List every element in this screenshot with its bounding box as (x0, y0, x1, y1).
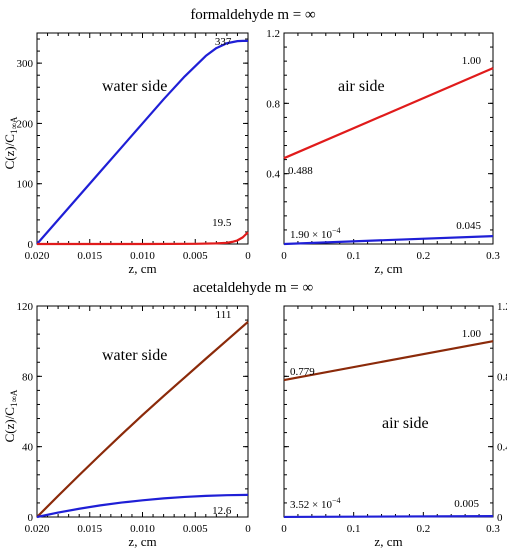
x-tick-label: 0.010 (130, 250, 155, 262)
region-label: water side (102, 347, 167, 364)
y-tick-label: 120 (17, 301, 34, 313)
title-bottom: acetaldehyde m = ∞ (193, 280, 313, 296)
y-axis-label-main: C(z)/C (2, 407, 17, 442)
y-tick-label: 0 (28, 239, 34, 251)
y-tick-label: 0.8 (497, 371, 507, 383)
x-tick-label: 0 (245, 523, 251, 535)
y-tick-label: 0.4 (497, 442, 507, 454)
y-axis-label-main: C(z)/C (2, 134, 17, 169)
value-annotation: 0.045 (456, 220, 481, 232)
x-tick-label: 0.3 (486, 523, 500, 535)
x-tick-label: 0.3 (486, 250, 500, 262)
x-tick-label: 0.020 (25, 523, 50, 535)
value-annotation: 19.5 (212, 217, 232, 229)
series-line-1 (36, 320, 249, 518)
x-tick-label: 0.2 (416, 523, 430, 535)
y-tick-label: 80 (22, 371, 34, 383)
x-axis-label: z, cm (128, 534, 156, 549)
series-line-2 (36, 493, 249, 519)
x-axis-label: z, cm (128, 261, 156, 276)
y-axis-label-bottom: C(z)/C1∞A (2, 389, 19, 442)
series-line-1 (283, 340, 494, 382)
value-annotation: 0.005 (454, 498, 479, 510)
annotation-exponent: −4 (332, 496, 341, 505)
panel-acetaldehyde-water: 0.020 0.015 0.010 0.005 0 0 40 80 120 z, cm water … (17, 301, 252, 549)
x-tick-label: 0 (245, 250, 251, 262)
series-line-2 (37, 231, 249, 246)
annotation-base: 3.52 × 10 (290, 499, 332, 511)
y-tick-label: 0 (28, 512, 34, 524)
value-annotation: 111 (216, 309, 232, 321)
panels: 0.020 0.015 0.010 0.005 0 0 100 200 300 z, cm wate… (17, 28, 507, 549)
x-axis-label: z, cm (374, 261, 402, 276)
region-label: water side (102, 78, 167, 95)
series-line-2 (283, 515, 494, 519)
x-tick-label: 0.020 (25, 250, 50, 262)
x-tick-label: 0.015 (77, 250, 102, 262)
x-tick-label: 0.2 (416, 250, 430, 262)
plot-frame (36, 32, 249, 245)
y-tick-label: 100 (17, 179, 34, 191)
x-tick-label: 0.005 (183, 250, 208, 262)
region-label: air side (338, 78, 385, 95)
y-axis-label-sub: 1∞A (9, 116, 19, 134)
x-tick-label: 0.1 (347, 523, 361, 535)
plot-frame (283, 32, 494, 245)
value-annotation: 1.00 (462, 328, 482, 340)
annotation-exponent: −4 (332, 226, 341, 235)
y-tick-label: 200 (17, 118, 34, 130)
y-axis-label-top: C(z)/C1∞A (2, 116, 19, 169)
value-annotation: 1.00 (462, 55, 482, 67)
value-annotation: 12.6 (212, 505, 232, 517)
panel-formaldehyde-air: 0 0.1 0.2 0.3 0.4 0.8 1.2 z, cm air side 1.00 0.48… (266, 28, 500, 276)
y-tick-label: 0 (497, 512, 503, 524)
series-line-1 (36, 39, 248, 245)
y-tick-label: 1.2 (497, 301, 507, 313)
region-label: air side (382, 415, 429, 432)
value-annotation: 0.488 (288, 165, 313, 177)
value-annotation: 337 (215, 36, 232, 48)
x-tick-label: 0.1 (347, 250, 361, 262)
title-top: formaldehyde m = ∞ (190, 7, 315, 23)
series-line-2 (283, 234, 494, 246)
x-tick-label: 0.005 (183, 523, 208, 535)
value-annotation: 0.779 (290, 366, 315, 378)
x-tick-label: 0 (281, 523, 287, 535)
y-tick-label: 300 (17, 58, 34, 70)
y-tick-label: 0.4 (266, 169, 280, 181)
value-annotation: 1.90 × 10−4 (290, 226, 340, 241)
value-annotation: 3.52 × 10−4 (290, 496, 340, 511)
y-axis-label-sub: 1∞A (9, 389, 19, 407)
x-tick-label: 0 (281, 250, 287, 262)
y-tick-label: 0.8 (266, 98, 280, 110)
series-line-1 (283, 67, 494, 160)
x-tick-label: 0.015 (77, 523, 102, 535)
x-tick-label: 0.010 (130, 523, 155, 535)
annotation-base: 1.90 × 10 (290, 229, 332, 241)
y-tick-label: 1.2 (266, 28, 280, 40)
panel-formaldehyde-water: 0.020 0.015 0.010 0.005 0 0 100 200 300 z, cm wate… (17, 32, 251, 276)
y-tick-label: 40 (22, 442, 34, 454)
x-axis-label: z, cm (374, 534, 402, 549)
